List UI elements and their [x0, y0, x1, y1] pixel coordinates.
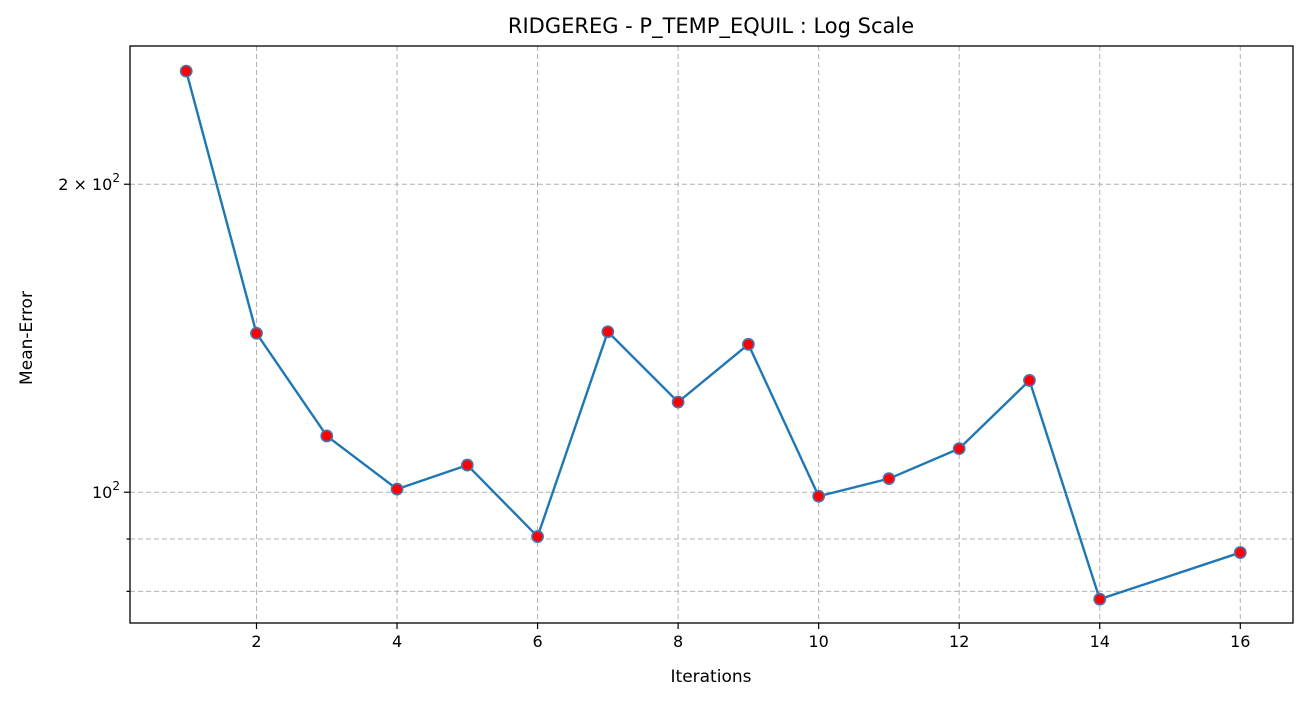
data-point [250, 326, 263, 340]
x-tick-label: 12 [949, 632, 969, 651]
x-axis-label: Iterations [671, 667, 752, 687]
y-tick-base: 10 [92, 175, 112, 194]
x-tick-label: 16 [1230, 632, 1250, 651]
data-point [601, 325, 615, 339]
x-tick-label: 8 [673, 632, 683, 651]
y-tick-label: 102 [92, 479, 120, 502]
x-tick-label: 6 [532, 632, 542, 651]
data-point [952, 442, 966, 456]
x-tick-label: 14 [1090, 632, 1110, 651]
series-line [185, 70, 1241, 601]
series-layer [179, 64, 1247, 606]
data-point [179, 64, 193, 78]
data-point [671, 395, 685, 409]
data-point [1093, 592, 1107, 606]
x-tick-label: 2 [251, 632, 261, 651]
y-tick-label: 2 × 102 [58, 171, 120, 194]
grid-layer [130, 46, 1293, 623]
data-point [460, 458, 474, 472]
data-point [1023, 374, 1036, 387]
data-point [390, 482, 404, 496]
data-point [531, 530, 544, 543]
y-tick-base: 10 [92, 483, 112, 502]
y-tick-mantissa: 2 × [58, 175, 92, 194]
y-tick-exponent: 2 [112, 479, 120, 493]
y-tick-exponent: 2 [112, 171, 120, 185]
data-point [882, 472, 896, 486]
x-tick-label: 4 [392, 632, 402, 651]
plot-frame [129, 45, 1294, 624]
data-point [812, 489, 826, 503]
data-point [741, 337, 755, 351]
data-point [1233, 546, 1247, 559]
data-point [320, 429, 334, 443]
x-tick-label: 10 [808, 632, 828, 651]
chart-title: RIDGEREG - P_TEMP_EQUIL : Log Scale [508, 14, 914, 39]
y-axis-label: Mean-Error [17, 291, 37, 385]
